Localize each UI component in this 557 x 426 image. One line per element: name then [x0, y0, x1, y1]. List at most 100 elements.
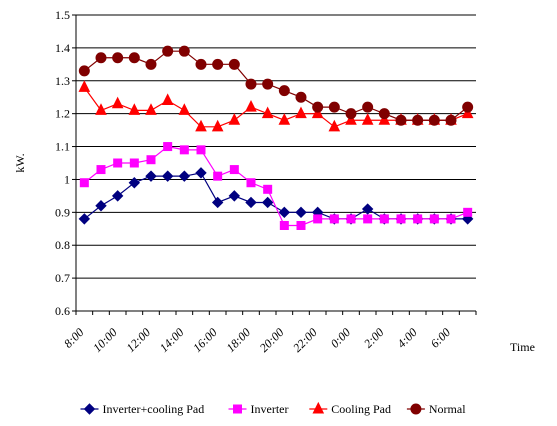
marker: [246, 178, 256, 188]
series-line: [83, 145, 468, 227]
marker: [128, 103, 141, 115]
marker: [412, 114, 424, 126]
marker: [462, 101, 474, 113]
y-tick-label: 1.4: [55, 41, 70, 55]
marker: [211, 119, 224, 132]
marker: [178, 45, 190, 57]
y-tick-label: 1.2: [55, 107, 70, 121]
marker: [263, 184, 273, 194]
marker: [96, 165, 106, 175]
marker: [161, 93, 174, 106]
x-tick-label: 16:00: [190, 325, 220, 355]
marker: [361, 113, 374, 125]
legend-marker: [83, 403, 96, 415]
marker: [113, 158, 123, 168]
marker: [445, 114, 457, 126]
legend-label: Inverter: [251, 402, 289, 416]
y-tick-label: 0.6: [55, 304, 70, 318]
marker: [95, 103, 107, 115]
marker: [145, 58, 157, 70]
marker: [278, 206, 291, 219]
marker: [245, 196, 257, 209]
marker: [78, 80, 91, 92]
x-tick-label: 20:00: [257, 325, 287, 355]
y-tick-label: 1.5: [55, 8, 70, 22]
marker: [245, 78, 257, 90]
marker: [111, 96, 124, 109]
marker: [161, 170, 174, 182]
marker: [195, 167, 207, 179]
marker: [195, 58, 207, 70]
x-tick-label: 8:00: [61, 325, 86, 350]
marker: [79, 178, 89, 188]
marker: [413, 214, 423, 224]
marker: [312, 101, 324, 113]
marker: [378, 113, 391, 125]
marker: [379, 214, 389, 224]
marker: [328, 101, 340, 113]
x-axis-label: Time: [510, 340, 535, 354]
marker: [128, 177, 141, 189]
marker: [245, 99, 257, 112]
marker: [329, 214, 339, 224]
marker: [95, 200, 107, 212]
x-tick-label: 14:00: [157, 325, 187, 355]
x-tick-label: 12:00: [123, 325, 153, 355]
marker: [345, 113, 357, 125]
marker: [162, 45, 174, 57]
marker: [228, 190, 241, 202]
marker: [228, 58, 240, 70]
marker: [428, 114, 440, 126]
marker: [228, 113, 241, 125]
marker: [112, 52, 124, 64]
legend-marker: [233, 404, 242, 414]
x-tick-label: 6:00: [428, 325, 453, 350]
marker: [95, 52, 107, 64]
legend-marker: [410, 403, 422, 415]
marker: [146, 155, 156, 165]
x-tick-label: 2:00: [361, 325, 386, 350]
x-tick-label: 0:00: [328, 325, 353, 350]
marker: [362, 101, 374, 113]
marker: [195, 119, 207, 132]
marker: [311, 106, 324, 119]
y-tick-label: 0.7: [55, 271, 70, 285]
marker: [278, 113, 291, 125]
marker: [395, 114, 407, 126]
marker: [196, 145, 206, 155]
marker: [111, 190, 124, 202]
marker: [213, 171, 223, 181]
marker: [396, 214, 406, 224]
marker: [178, 170, 191, 182]
series-line: [83, 87, 468, 128]
legend-label: Cooling Pad: [331, 402, 391, 416]
marker: [261, 106, 274, 119]
legend-label: Inverter+cooling Pad: [103, 402, 205, 416]
x-tick-label: 22:00: [290, 325, 320, 355]
marker: [446, 214, 456, 224]
y-tick-label: 0.8: [55, 238, 70, 252]
marker: [179, 145, 189, 155]
marker: [429, 214, 439, 224]
marker: [346, 214, 356, 224]
x-tick-label: 18:00: [223, 325, 253, 355]
marker: [363, 214, 373, 224]
marker: [295, 91, 307, 103]
legend-label: Normal: [429, 402, 466, 416]
marker: [295, 206, 307, 219]
marker: [296, 220, 306, 230]
marker: [463, 207, 473, 217]
marker: [345, 108, 357, 120]
marker: [378, 108, 390, 120]
marker: [78, 213, 91, 225]
y-tick-label: 1.3: [55, 74, 70, 88]
legend-marker: [312, 401, 325, 414]
marker: [313, 214, 323, 224]
marker: [295, 106, 307, 119]
marker: [279, 220, 289, 230]
marker: [328, 119, 341, 132]
marker: [229, 165, 239, 175]
marker: [145, 170, 157, 182]
y-axis-label: kW.: [13, 153, 27, 172]
